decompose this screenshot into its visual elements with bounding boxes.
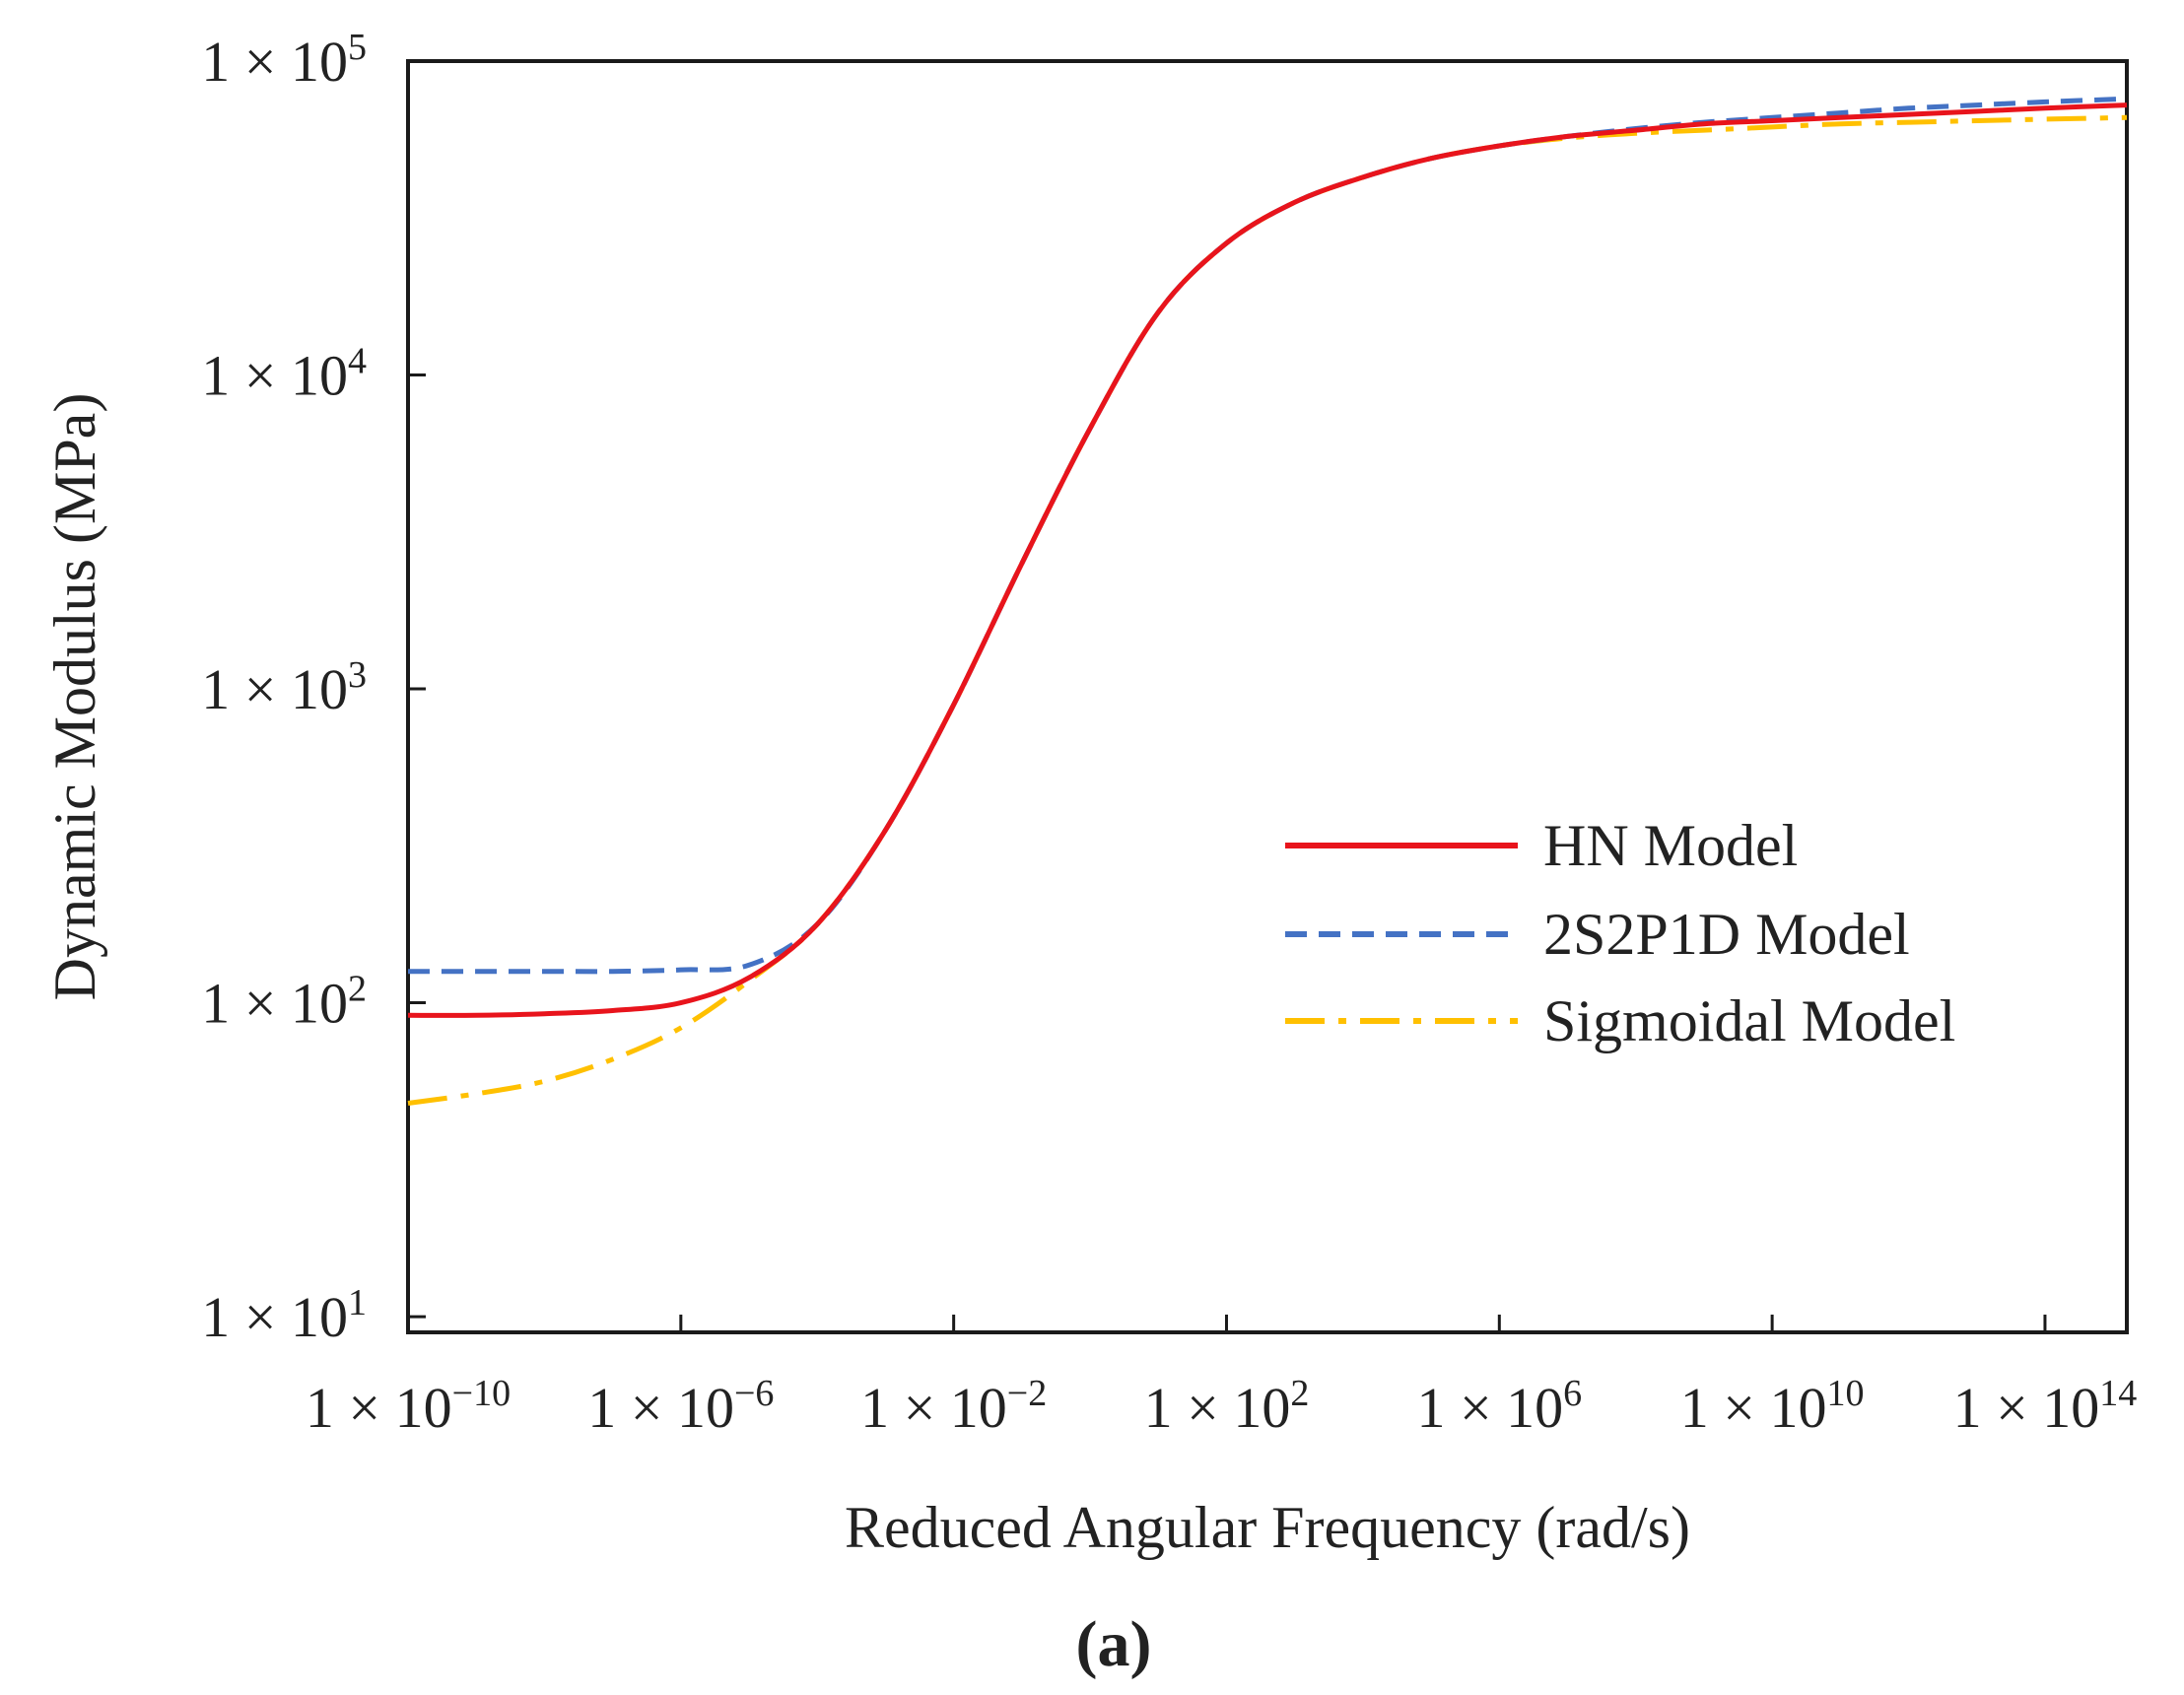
series-lines [407,96,2128,1106]
y-tick-label-base: 1 × 10 [201,30,348,94]
x-tick-label-exponent: −2 [1007,1373,1047,1414]
y-tick-label: 1 × 103 [201,654,367,721]
legend: HN Model 2S2P1D Model Sigmoidal Model [1285,813,1955,1053]
y-tick-label-exponent: 2 [348,969,367,1010]
y-tick-label-exponent: 5 [348,27,367,68]
x-tick-label-exponent: 6 [1563,1373,1582,1414]
x-axis-tick-labels: 1 × 10−10 1 × 10−6 1 × 10−2 1 × 102 1 × 106 1… [306,1373,2137,1440]
x-tick-label: 1 × 1014 [1953,1373,2138,1440]
legend-label: 2S2P1D Model [1543,902,1910,967]
y-tick-label: 1 × 104 [201,341,367,408]
x-tick-label-exponent: 10 [1826,1373,1864,1414]
y-tick-label-base: 1 × 10 [201,1285,348,1349]
y-tick-label: 1 × 101 [201,1282,367,1349]
x-tick-label-exponent: −10 [452,1373,511,1414]
x-tick-label-exponent: 14 [2099,1373,2137,1414]
y-tick-label: 1 × 105 [201,27,367,94]
series-line-hn-model [407,102,2128,1018]
x-tick-label: 1 × 10−6 [587,1373,774,1440]
legend-label: HN Model [1543,813,1798,878]
y-axis-title: Dynamic Modulus (MPa) [42,393,107,1001]
x-tick-label: 1 × 106 [1416,1373,1582,1440]
y-tick-label-exponent: 3 [348,654,367,696]
y-tick-label-base: 1 × 10 [201,972,348,1036]
x-tick-label: 1 × 102 [1144,1373,1310,1440]
x-tick-label: 1 × 1010 [1680,1373,1865,1440]
x-tick-label-base: 1 × 10 [1416,1376,1563,1440]
x-tick-label-base: 1 × 10 [306,1376,452,1440]
series-line-2s2p1d-model [408,96,2128,975]
x-tick-label-base: 1 × 10 [587,1376,734,1440]
x-tick-label-base: 1 × 10 [1144,1376,1291,1440]
x-axis-title: Reduced Angular Frequency (rad/s) [845,1495,1690,1560]
y-tick-label-exponent: 1 [348,1282,367,1323]
y-axis-ticks [408,59,426,1319]
panel-label: (a) [1076,1608,1152,1680]
y-tick-label-base: 1 × 10 [201,344,348,408]
y-tick-label-exponent: 4 [348,341,367,382]
x-tick-label-base: 1 × 10 [1680,1376,1827,1440]
y-tick-label-base: 1 × 10 [201,657,348,721]
y-tick-label: 1 × 102 [201,969,367,1036]
x-tick-label-base: 1 × 10 [1953,1376,2100,1440]
x-tick-label-exponent: 2 [1290,1373,1309,1414]
x-tick-label: 1 × 10−10 [306,1373,511,1440]
plot-area-frame [406,59,2129,1334]
legend-label: Sigmoidal Model [1543,988,1955,1053]
x-tick-label-exponent: −6 [734,1373,774,1414]
x-tick-label-base: 1 × 10 [860,1376,1007,1440]
x-tick-label: 1 × 10−2 [860,1373,1047,1440]
